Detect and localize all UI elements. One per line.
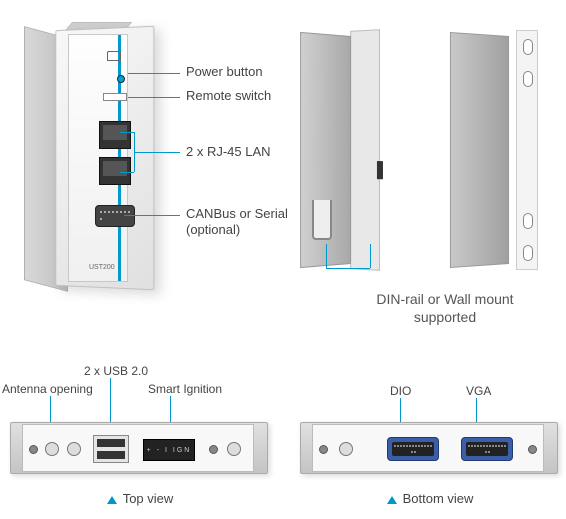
antenna-opening (45, 442, 59, 456)
label-vga: VGA (466, 384, 491, 398)
din-bracket-line-r (370, 244, 371, 268)
aux-opening (227, 442, 241, 456)
callout-line-remote (128, 97, 180, 98)
mount-hole-2 (523, 71, 533, 87)
din-side (350, 29, 380, 271)
ignition-marks: + - I IGN (144, 440, 194, 462)
callout-line-lan (134, 152, 180, 153)
aux-hole-b1 (339, 442, 353, 456)
brand-logo (107, 51, 121, 61)
label-usb: 2 x USB 2.0 (84, 364, 148, 378)
device-front-panel: UST200 (68, 34, 128, 282)
callout-serial-line2: (optional) (186, 222, 240, 238)
callout-power: Power button (186, 64, 263, 80)
wall-bracket (516, 30, 538, 270)
device-wall-mount (450, 30, 538, 275)
top-view-label: Top view (10, 491, 270, 506)
din-clip (312, 200, 332, 240)
screw-icon-3 (319, 445, 328, 454)
callout-remote: Remote switch (186, 88, 271, 104)
bottom-view-label: Bottom view (300, 491, 560, 506)
triangle-icon (107, 496, 117, 504)
din-side-slot (377, 161, 383, 179)
callout-serial-line1: CANBus or Serial (186, 206, 288, 222)
mount-hole-3 (523, 213, 533, 229)
line-antenna (50, 396, 51, 424)
triangle-icon-2 (387, 496, 397, 504)
top-view-title: Top view (123, 491, 174, 506)
dio-port[interactable] (387, 437, 439, 461)
rj45-port-1[interactable] (99, 121, 131, 149)
antenna-opening-2 (67, 442, 81, 456)
smart-ignition-block[interactable]: + - I IGN (143, 439, 195, 461)
bottom-chassis-face (312, 424, 544, 472)
model-label: UST200 (89, 264, 115, 271)
label-ignition: Smart Ignition (148, 382, 222, 396)
device-din-rail (300, 30, 380, 275)
serial-port[interactable] (95, 205, 135, 227)
mount-hole-1 (523, 39, 533, 55)
top-chassis-face: + - I IGN (22, 424, 254, 472)
usb-ports[interactable] (93, 435, 129, 463)
mount-hole-4 (523, 245, 533, 261)
callout-line-serial (124, 215, 180, 216)
remote-switch[interactable] (103, 93, 127, 101)
line-usb (110, 378, 111, 424)
device-front-view: UST200 (54, 28, 172, 308)
power-button[interactable] (117, 75, 125, 83)
din-bracket-line-h (326, 268, 370, 269)
bottom-view-group: DIO VGA Bottom view (300, 396, 560, 500)
mount-caption-line2: supported (414, 309, 476, 325)
screw-icon-2 (209, 445, 218, 454)
vga-port[interactable] (461, 437, 513, 461)
wall-body (450, 32, 509, 268)
label-dio: DIO (390, 384, 411, 398)
label-antenna: Antenna opening (2, 382, 93, 396)
callout-bracket-lan-t2 (120, 172, 134, 173)
mount-caption: DIN-rail or Wall mount supported (350, 290, 540, 326)
mount-caption-line1: DIN-rail or Wall mount (376, 291, 513, 307)
callout-line-power (128, 73, 180, 74)
screw-icon (29, 445, 38, 454)
rj45-port-2[interactable] (99, 157, 131, 185)
callout-bracket-lan-t1 (120, 132, 134, 133)
screw-icon-4 (528, 445, 537, 454)
din-bracket-line-l (326, 244, 327, 268)
callout-lan: 2 x RJ-45 LAN (186, 144, 271, 160)
usb-slot-2[interactable] (97, 451, 125, 459)
usb-slot-1[interactable] (97, 439, 125, 447)
bottom-view-title: Bottom view (403, 491, 474, 506)
top-view-group: 2 x USB 2.0 Antenna opening Smart Igniti… (10, 390, 270, 500)
